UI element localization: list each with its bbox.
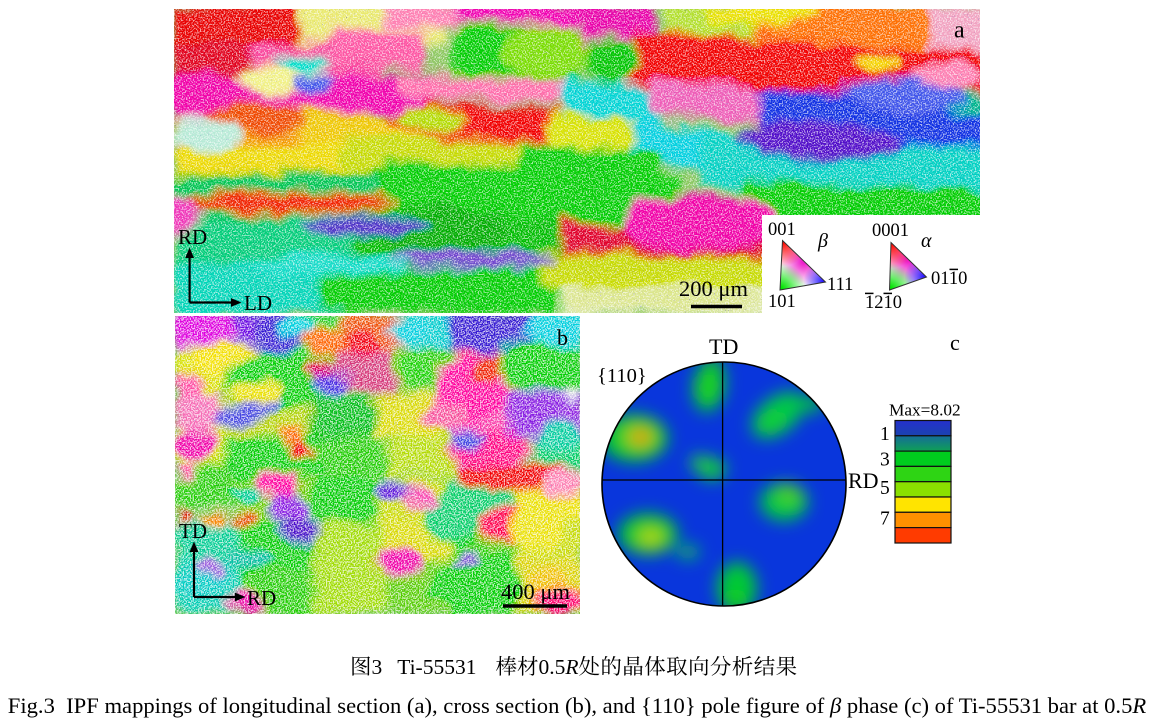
svg-text:7: 7	[880, 508, 890, 529]
svg-text:0.5: 0.5	[539, 655, 566, 679]
svg-text:0110: 0110	[931, 269, 967, 289]
svg-text:β: β	[817, 230, 828, 252]
svg-text:0001: 0001	[872, 221, 909, 241]
svg-text:R: R	[564, 655, 578, 679]
svg-text:400 μm: 400 μm	[501, 579, 570, 604]
svg-text:111: 111	[827, 275, 853, 295]
svg-text:5: 5	[880, 478, 890, 499]
svg-text:1: 1	[880, 424, 890, 445]
svg-text:001: 001	[768, 220, 796, 240]
svg-text:Ti-55531: Ti-55531	[397, 655, 476, 679]
svg-text:LD: LD	[244, 291, 272, 313]
svg-text:RD: RD	[178, 225, 207, 249]
svg-text:TD: TD	[709, 334, 738, 359]
svg-text:TD: TD	[179, 519, 207, 543]
svg-text:c: c	[950, 330, 960, 355]
svg-text:{110}: {110}	[597, 365, 647, 387]
svg-text:a: a	[954, 18, 965, 44]
svg-text:3: 3	[372, 655, 383, 679]
svg-text:Max=8.02: Max=8.02	[889, 401, 961, 420]
svg-text:200 μm: 200 μm	[679, 276, 748, 301]
svg-text:1210: 1210	[865, 293, 902, 313]
svg-text:101: 101	[768, 292, 796, 312]
svg-text:b: b	[557, 325, 568, 350]
svg-text:RD: RD	[848, 468, 879, 493]
svg-text:3: 3	[880, 450, 890, 471]
svg-text:α: α	[921, 230, 932, 252]
svg-text:RD: RD	[247, 586, 276, 610]
